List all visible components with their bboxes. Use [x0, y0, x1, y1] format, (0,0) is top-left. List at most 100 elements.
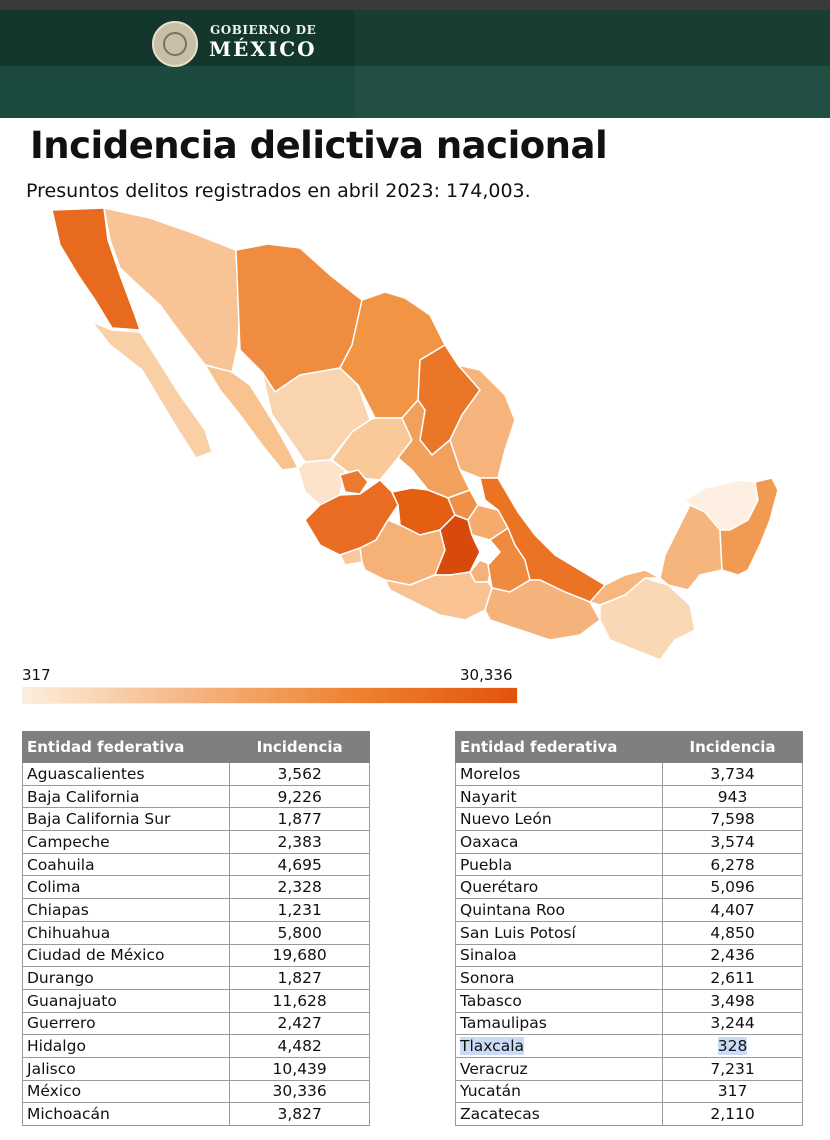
col-header-entity: Entidad federativa [454, 731, 664, 763]
entity-cell: Colima [21, 875, 231, 900]
state-aguascalientes [339, 469, 369, 495]
table-row: México 30,336 [21, 1079, 370, 1104]
state-san-luis-potosi [397, 399, 471, 499]
table-row: Quintana Roo 4,407 [454, 898, 803, 922]
entity-cell: Campeche [21, 830, 231, 854]
incidence-cell: 5,800 [229, 920, 370, 945]
table-row: Tlaxcala 328 [454, 1034, 803, 1058]
entity-cell: Guanajuato [21, 988, 231, 1013]
incidence-table-right: Entidad federativa Incidencia Morelos 3,7… [454, 731, 803, 1126]
entity-cell: Chihuahua [21, 920, 231, 945]
table-row: Colima 2,328 [21, 875, 370, 900]
incidence-cell: 2,383 [229, 830, 370, 854]
entity-cell: Querétaro [454, 875, 664, 900]
incidence-cell: 3,498 [662, 988, 803, 1013]
incidence-cell: 7,598 [662, 807, 803, 832]
entity-cell: Tamaulipas [454, 1011, 664, 1036]
table-row: Chiapas 1,231 [21, 898, 370, 922]
entity-cell: Hidalgo [21, 1034, 231, 1058]
entity-cell: Sonora [454, 966, 664, 990]
entity-cell: Tlaxcala [454, 1034, 664, 1058]
highlighted-entity-text: Tlaxcala [460, 1037, 524, 1056]
incidence-cell: 4,482 [229, 1034, 370, 1058]
table-row: Chihuahua 5,800 [21, 920, 370, 945]
entity-cell: Ciudad de México [21, 943, 231, 968]
entity-cell: Tabasco [454, 988, 664, 1013]
table-row: Durango 1,827 [21, 966, 370, 990]
legend-min-label: 317 [22, 666, 51, 684]
entity-cell: Yucatán [454, 1079, 664, 1104]
state-baja-california-sur [91, 321, 213, 459]
page-title: Incidencia delictiva nacional [30, 124, 608, 167]
incidence-table-left: Entidad federativa Incidencia Aguascalie… [21, 731, 370, 1126]
table-header-row: Entidad federativa Incidencia [454, 731, 803, 763]
incidence-cell: 3,562 [229, 762, 370, 786]
table-row: Aguascalientes 3,562 [21, 762, 370, 786]
table-row: Tabasco 3,498 [454, 988, 803, 1013]
entity-cell: Morelos [454, 762, 664, 786]
table-row: Campeche 2,383 [21, 830, 370, 854]
state-mexico [434, 514, 481, 576]
table-row: Guanajuato 11,628 [21, 988, 370, 1013]
table-row: Coahuila 4,695 [21, 852, 370, 877]
table-row: Michoacán 3,827 [21, 1102, 370, 1126]
incidence-cell: 6,278 [662, 852, 803, 877]
incidence-cell: 1,827 [229, 966, 370, 990]
incidence-cell: 4,407 [662, 898, 803, 922]
gov-header: GOBIERNO DE MÉXICO [0, 10, 830, 118]
incidence-cell: 9,226 [229, 784, 370, 809]
incidence-cell: 2,611 [662, 966, 803, 990]
table-row: Oaxaca 3,574 [454, 830, 803, 854]
incidence-cell: 2,427 [229, 1011, 370, 1036]
table-row: Baja California Sur 1,877 [21, 807, 370, 832]
top-status-strip [0, 0, 830, 10]
entity-cell: Oaxaca [454, 830, 664, 854]
incidence-cell: 3,574 [662, 830, 803, 854]
incidence-cell: 10,439 [229, 1056, 370, 1081]
table-row: Zacatecas 2,110 [454, 1102, 803, 1126]
incidence-cell: 30,336 [229, 1079, 370, 1104]
table-row: Sinaloa 2,436 [454, 943, 803, 968]
table-row: Querétaro 5,096 [454, 875, 803, 900]
entity-cell: San Luis Potosí [454, 920, 664, 945]
incidence-cell: 19,680 [229, 943, 370, 968]
mexico-choropleth-map [51, 207, 779, 661]
table-row: Jalisco 10,439 [21, 1056, 370, 1081]
entity-cell: Chiapas [21, 898, 231, 922]
col-header-entity: Entidad federativa [21, 731, 231, 763]
entity-cell: Veracruz [454, 1056, 664, 1081]
table-row: Nuevo León 7,598 [454, 807, 803, 832]
highlighted-incidence-text: 328 [717, 1037, 748, 1056]
national-seal-icon [152, 21, 198, 67]
incidence-cell: 7,231 [662, 1056, 803, 1081]
legend-color-scale [22, 687, 518, 704]
incidence-cell: 3,244 [662, 1011, 803, 1036]
gov-logo-line1: GOBIERNO DE [210, 23, 317, 37]
state-quintana-roo [719, 477, 779, 576]
entity-cell: Zacatecas [454, 1102, 664, 1126]
entity-cell: Guerrero [21, 1011, 231, 1036]
incidence-cell: 11,628 [229, 988, 370, 1013]
entity-cell: Durango [21, 966, 231, 990]
incidence-cell: 3,827 [229, 1102, 370, 1126]
table-row: Nayarit 943 [454, 784, 803, 809]
table-row: Baja California 9,226 [21, 784, 370, 809]
incidence-cell: 2,436 [662, 943, 803, 968]
table-row: Ciudad de México 19,680 [21, 943, 370, 968]
incidence-cell: 3,734 [662, 762, 803, 786]
col-header-incidence: Incidencia [662, 731, 803, 763]
table-row: Sonora 2,611 [454, 966, 803, 990]
state-baja-california [51, 207, 141, 331]
entity-cell: Baja California Sur [21, 807, 231, 832]
incidence-cell: 5,096 [662, 875, 803, 900]
entity-cell: Nayarit [454, 784, 664, 809]
incidence-cell: 2,110 [662, 1102, 803, 1126]
page-subtitle: Presuntos delitos registrados en abril 2… [26, 180, 531, 202]
header-band [0, 66, 830, 118]
header-band-right [355, 10, 830, 118]
table-row: Puebla 6,278 [454, 852, 803, 877]
table-row: Guerrero 2,427 [21, 1011, 370, 1036]
incidence-cell: 943 [662, 784, 803, 809]
entity-cell: Sinaloa [454, 943, 664, 968]
incidence-cell: 2,328 [229, 875, 370, 900]
